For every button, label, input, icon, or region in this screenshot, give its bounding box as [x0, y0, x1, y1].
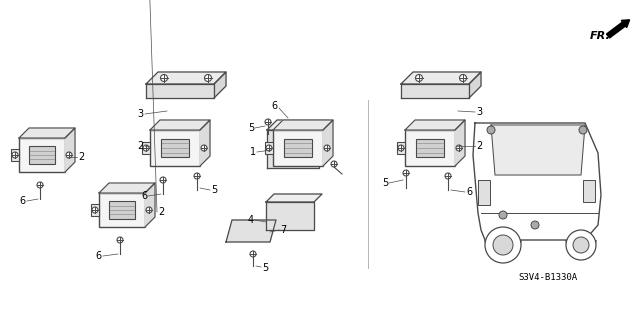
- FancyArrow shape: [607, 20, 630, 38]
- Circle shape: [324, 145, 330, 151]
- Polygon shape: [200, 120, 210, 166]
- Polygon shape: [473, 123, 601, 240]
- Circle shape: [205, 75, 211, 81]
- Text: 3: 3: [137, 109, 143, 119]
- Circle shape: [573, 237, 589, 253]
- Polygon shape: [401, 84, 469, 98]
- Circle shape: [460, 75, 467, 81]
- Bar: [284, 139, 312, 157]
- Text: 6: 6: [96, 251, 102, 261]
- Text: FR.: FR.: [590, 31, 611, 41]
- Bar: [583, 180, 595, 202]
- Text: 6: 6: [20, 196, 26, 206]
- Bar: [200, 142, 208, 154]
- Text: S3V4-B1330A: S3V4-B1330A: [518, 272, 577, 281]
- Circle shape: [143, 145, 149, 151]
- Text: 3: 3: [476, 107, 482, 117]
- Bar: [478, 180, 490, 205]
- Text: 5: 5: [211, 185, 217, 195]
- Text: 5: 5: [262, 263, 268, 273]
- Polygon shape: [469, 72, 481, 98]
- Circle shape: [398, 145, 404, 151]
- Circle shape: [566, 230, 596, 260]
- FancyBboxPatch shape: [19, 138, 65, 172]
- Bar: [29, 146, 54, 164]
- Text: 2: 2: [137, 141, 143, 151]
- Bar: [323, 142, 331, 154]
- Circle shape: [92, 207, 98, 213]
- Polygon shape: [146, 84, 214, 98]
- Polygon shape: [65, 128, 75, 172]
- Bar: [397, 142, 405, 154]
- Circle shape: [531, 221, 539, 229]
- Text: 7: 7: [280, 225, 286, 235]
- Circle shape: [160, 177, 166, 183]
- Circle shape: [415, 75, 422, 81]
- Polygon shape: [145, 183, 155, 227]
- Text: 6: 6: [272, 101, 278, 111]
- Polygon shape: [405, 120, 465, 130]
- Text: 5: 5: [381, 178, 388, 188]
- FancyBboxPatch shape: [405, 130, 455, 166]
- Bar: [416, 139, 444, 157]
- Polygon shape: [266, 194, 322, 202]
- Circle shape: [403, 170, 409, 176]
- Circle shape: [485, 227, 521, 263]
- Circle shape: [117, 237, 123, 243]
- Bar: [11, 149, 19, 161]
- Text: 4: 4: [248, 215, 254, 225]
- Circle shape: [12, 152, 18, 158]
- Circle shape: [250, 251, 256, 257]
- Circle shape: [266, 145, 272, 151]
- Circle shape: [456, 145, 462, 151]
- Circle shape: [161, 75, 168, 81]
- FancyBboxPatch shape: [150, 130, 200, 166]
- Text: 2: 2: [78, 152, 84, 162]
- Bar: [91, 204, 99, 216]
- FancyBboxPatch shape: [99, 193, 145, 227]
- Polygon shape: [273, 120, 333, 130]
- Polygon shape: [323, 120, 333, 166]
- Circle shape: [499, 211, 507, 219]
- Bar: [145, 204, 153, 216]
- Polygon shape: [455, 120, 465, 166]
- Circle shape: [201, 145, 207, 151]
- Text: 2: 2: [476, 141, 483, 151]
- Bar: [161, 139, 189, 157]
- Polygon shape: [19, 128, 75, 138]
- Bar: [65, 149, 73, 161]
- Polygon shape: [491, 125, 585, 175]
- Text: 5: 5: [248, 123, 254, 133]
- Polygon shape: [150, 120, 210, 130]
- Circle shape: [194, 173, 200, 179]
- Polygon shape: [146, 72, 226, 84]
- Circle shape: [487, 126, 495, 134]
- Bar: [265, 142, 273, 154]
- Polygon shape: [267, 130, 319, 168]
- Circle shape: [66, 152, 72, 158]
- Polygon shape: [266, 202, 314, 230]
- Bar: [142, 142, 150, 154]
- Circle shape: [579, 126, 587, 134]
- Circle shape: [265, 119, 271, 125]
- FancyBboxPatch shape: [273, 130, 323, 166]
- Circle shape: [37, 182, 43, 188]
- Bar: [109, 201, 134, 219]
- Circle shape: [445, 173, 451, 179]
- Text: 1: 1: [250, 147, 256, 157]
- Polygon shape: [267, 120, 329, 130]
- Circle shape: [331, 161, 337, 167]
- Circle shape: [493, 235, 513, 255]
- Polygon shape: [401, 72, 481, 84]
- Text: 6: 6: [466, 187, 472, 197]
- Polygon shape: [214, 72, 226, 98]
- Text: 2: 2: [158, 207, 164, 217]
- Circle shape: [146, 207, 152, 213]
- Bar: [455, 142, 463, 154]
- Polygon shape: [226, 220, 276, 242]
- Polygon shape: [99, 183, 155, 193]
- Text: 6: 6: [141, 191, 147, 201]
